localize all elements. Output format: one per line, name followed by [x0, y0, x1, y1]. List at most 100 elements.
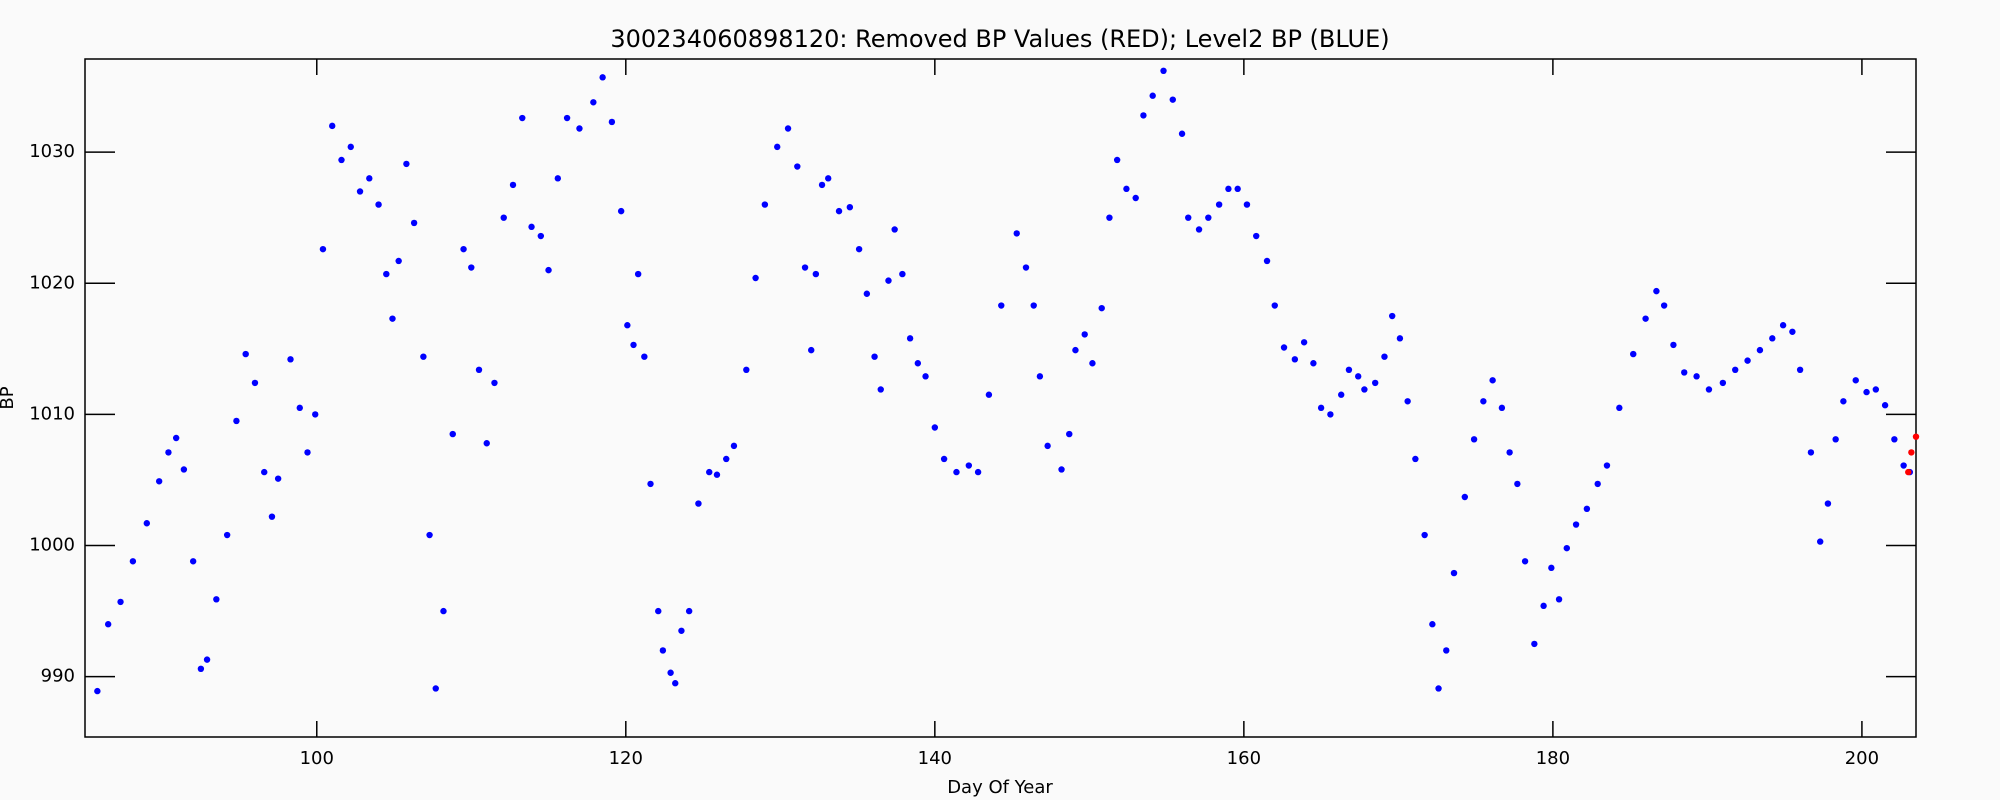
data-point — [223, 531, 231, 539]
data-point — [1832, 436, 1839, 443]
data-point — [1195, 226, 1203, 233]
data-point — [172, 434, 180, 442]
data-point — [1098, 304, 1105, 312]
data-point — [899, 270, 906, 278]
data-point — [931, 424, 939, 431]
data-point — [1594, 480, 1601, 488]
data-point — [366, 175, 373, 182]
data-point — [634, 270, 642, 278]
data-point — [1863, 388, 1870, 396]
data-point — [713, 471, 721, 478]
data-point — [1013, 230, 1020, 237]
data-point — [155, 478, 163, 485]
data-point — [1840, 398, 1847, 405]
data-point — [1572, 521, 1580, 528]
data-point — [1421, 531, 1428, 539]
data-point — [576, 125, 583, 132]
data-point — [885, 277, 892, 284]
data-point — [274, 475, 282, 482]
data-point — [695, 500, 702, 507]
data-point — [312, 411, 319, 418]
data-point — [914, 360, 922, 367]
data-point — [410, 219, 418, 227]
data-point — [491, 379, 498, 387]
data-point — [1310, 360, 1317, 367]
data-point — [891, 226, 898, 233]
data-point — [1789, 328, 1796, 335]
x-tick-label: 140 — [918, 748, 952, 769]
data-point — [1355, 373, 1362, 380]
data-point — [1670, 341, 1677, 349]
data-point — [1489, 377, 1496, 384]
data-point — [528, 223, 535, 231]
data-point — [304, 449, 311, 456]
data-point — [784, 125, 792, 132]
data-point — [953, 468, 960, 476]
data-point — [1693, 373, 1700, 380]
data-point — [338, 156, 345, 164]
data-point — [965, 462, 973, 469]
data-point — [1912, 433, 1920, 440]
data-point — [940, 455, 948, 463]
data-point — [1852, 377, 1859, 384]
data-point — [1796, 366, 1804, 374]
data-point — [590, 99, 597, 106]
data-point — [143, 520, 151, 527]
data-point — [1807, 449, 1815, 456]
data-point — [1036, 373, 1044, 380]
data-point — [545, 266, 552, 274]
data-point — [1361, 386, 1368, 393]
data-point — [233, 417, 240, 425]
data-point — [1769, 335, 1776, 342]
data-point — [1030, 302, 1037, 309]
data-point — [877, 386, 884, 393]
data-point — [1603, 462, 1611, 469]
data-point — [1531, 640, 1538, 648]
data-point — [1205, 214, 1212, 221]
data-point — [1480, 398, 1487, 405]
data-point — [863, 290, 871, 297]
data-point — [1660, 302, 1668, 309]
data-point — [1616, 404, 1623, 412]
data-point — [389, 315, 396, 322]
data-point — [906, 335, 914, 342]
data-point — [1555, 596, 1563, 603]
data-point — [509, 181, 517, 189]
y-axis-label: BP — [0, 386, 18, 409]
data-point — [1300, 339, 1308, 346]
data-point — [1540, 602, 1547, 610]
data-point — [1732, 366, 1739, 374]
data-point — [180, 466, 188, 473]
data-point — [1215, 201, 1223, 208]
data-point — [706, 468, 713, 476]
data-point — [1891, 436, 1898, 443]
data-point — [608, 118, 616, 126]
data-point — [678, 627, 685, 634]
data-point — [1160, 67, 1167, 75]
data-point — [871, 353, 878, 360]
data-point — [1719, 379, 1727, 387]
y-tick-label: 1010 — [29, 403, 75, 424]
data-point — [1149, 92, 1156, 99]
data-point — [1642, 315, 1649, 322]
data-point — [1429, 621, 1436, 628]
data-point — [1338, 391, 1345, 398]
data-point — [685, 607, 693, 615]
data-point — [403, 160, 410, 168]
data-point — [1872, 386, 1880, 393]
data-point — [641, 353, 648, 360]
data-point — [1506, 449, 1513, 456]
x-tick-label: 120 — [609, 748, 643, 769]
data-point — [395, 257, 402, 265]
data-point — [922, 373, 929, 380]
data-point — [1044, 442, 1051, 450]
data-point — [1381, 353, 1388, 360]
data-point — [630, 341, 637, 349]
data-point — [554, 175, 562, 182]
data-point — [1521, 558, 1529, 565]
data-point — [1345, 366, 1353, 374]
data-point — [1412, 455, 1419, 463]
x-tick-label: 200 — [1845, 748, 1879, 769]
